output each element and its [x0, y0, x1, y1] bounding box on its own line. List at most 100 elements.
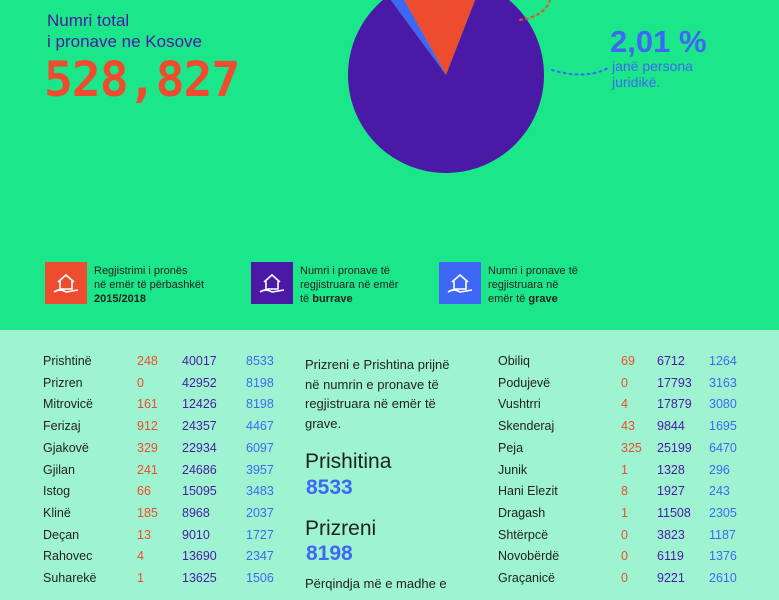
joint-count: 0: [621, 375, 628, 390]
municipality-name: Dragash: [498, 505, 546, 520]
municipality-name: Obiliq: [498, 354, 530, 368]
legend-line: Regjistrimi i pronës: [94, 265, 188, 277]
legend-text: Regjistrimi i pronës në emër të përbashk…: [94, 264, 204, 306]
women-count: 6470: [709, 440, 737, 455]
men-count: 42952: [182, 375, 217, 390]
legend-text: Numri i pronave të regjistruara në emër …: [488, 264, 578, 306]
legend-line: Numri i pronave të: [300, 265, 390, 277]
legend-plain: të: [300, 293, 313, 305]
women-count: 3957: [246, 462, 274, 477]
legend-line: në emër të përbashkët: [94, 279, 205, 291]
women-count: 6097: [246, 440, 274, 455]
men-count: 40017: [182, 354, 217, 368]
house-hand-icon: [251, 262, 293, 304]
men-count: 3823: [657, 527, 685, 542]
municipality-name: Peja: [498, 440, 524, 455]
men-count: 6119: [657, 549, 684, 564]
municipality-name: Rahovec: [43, 549, 93, 564]
municipality-name: Novobërdë: [498, 549, 560, 564]
municipality-name: Hani Elezit: [498, 484, 558, 499]
men-count: 17793: [657, 375, 692, 390]
women-count: 1506: [246, 571, 274, 585]
men-count: 12426: [182, 397, 217, 412]
men-count: 1328: [657, 462, 685, 477]
men-count: 9221: [657, 571, 685, 585]
legend-swatch: [439, 262, 481, 304]
women-leaders-text: Prizreni e Prishtina prijnë në numrin e …: [305, 357, 450, 431]
legend-line: regjistruara në emër: [300, 279, 399, 291]
women-count: 3080: [709, 397, 737, 412]
men-count: 17879: [657, 397, 692, 412]
municipality-name: Ferizaj: [43, 419, 81, 434]
men-count: 13690: [182, 549, 217, 564]
joint-count: 43: [621, 419, 635, 434]
juridical-desc-line2: juridikë.: [612, 74, 661, 90]
women-count: 243: [709, 484, 730, 499]
pie-slice: [404, 0, 476, 75]
men-count: 24686: [182, 462, 217, 477]
men-count: 25199: [657, 440, 692, 455]
women-count: 1264: [709, 354, 737, 368]
joint-count: 1: [621, 462, 628, 477]
municipality-name: Graçanicë: [498, 571, 555, 585]
municipality-name: Shtërpcë: [498, 527, 549, 542]
men-count: 6712: [657, 354, 685, 368]
city1-name: Prishitina: [305, 450, 392, 473]
women-count: 296: [709, 462, 730, 477]
legend-plain: emër të: [488, 293, 529, 305]
joint-count: 0: [621, 549, 628, 564]
legend-bold: grave: [528, 293, 558, 305]
men-count: 8968: [182, 505, 210, 520]
women-count: 2037: [246, 505, 274, 520]
municipality-name: Prizren: [43, 375, 83, 390]
joint-count: 241: [137, 462, 158, 477]
house-hand-icon: [45, 262, 87, 304]
municipality-name: Prishtinë: [43, 354, 92, 368]
pie-chart: [348, 0, 609, 173]
joint-count: 185: [137, 505, 158, 520]
municipality-name: Klinë: [43, 505, 71, 520]
joint-count: 325: [621, 440, 642, 455]
joint-count: 1: [137, 571, 144, 585]
joint-count: 248: [137, 354, 158, 368]
men-count: 11508: [657, 505, 691, 520]
municipality-name: Podujevë: [498, 375, 551, 390]
municipality-name: Gjakovë: [43, 440, 89, 455]
joint-count: 329: [137, 440, 158, 455]
juridical-percentage: 2,01 %: [610, 24, 707, 59]
total-label-line1: Numri total: [47, 11, 130, 30]
men-count: 15095: [182, 484, 217, 499]
joint-count: 66: [137, 484, 151, 499]
joint-count: 912: [137, 419, 158, 434]
pie-slice: [348, 0, 544, 173]
municipality-section: [0, 330, 779, 600]
joint-count: 0: [137, 375, 144, 390]
total-value: 528,827: [44, 52, 240, 108]
joint-count: 0: [621, 571, 628, 585]
women-count: 8198: [246, 375, 274, 390]
juridical-description: janë persona juridikë.: [612, 58, 693, 90]
legend-bold: burrave: [312, 293, 353, 305]
men-count: 1927: [657, 484, 685, 499]
joint-count: 0: [621, 527, 628, 542]
legend-swatch: [251, 262, 293, 304]
city2-value: 8198: [306, 542, 353, 565]
legend-swatch: [45, 262, 87, 304]
women-count: 1695: [709, 419, 737, 434]
municipality-name: Gjilan: [43, 462, 75, 477]
municipality-name: Skenderaj: [498, 419, 555, 434]
summary-section: Numri total i pronave ne Kosove 528,827 …: [0, 0, 779, 330]
joint-count: 69: [621, 354, 635, 368]
men-count: 22934: [182, 440, 217, 455]
legend-line: Numri i pronave të: [488, 265, 578, 277]
total-label: Numri total i pronave ne Kosove: [47, 10, 202, 52]
pie-callout-line-orange: [519, 0, 551, 21]
footer-text: Përqindja më e madhe e: [305, 576, 447, 591]
women-count: 2347: [246, 549, 274, 564]
pie-callout-line-blue: [551, 67, 609, 76]
legend-line: regjistruara në: [488, 279, 559, 291]
women-count: 4467: [246, 419, 274, 434]
municipality-name: Suharekë: [43, 571, 97, 585]
pie-slice: [390, 0, 446, 75]
joint-count: 8: [621, 484, 628, 499]
